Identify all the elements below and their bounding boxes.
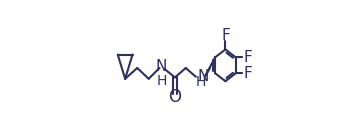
Text: N: N xyxy=(156,59,167,74)
Text: H: H xyxy=(195,75,206,89)
Text: O: O xyxy=(168,88,181,106)
Text: F: F xyxy=(243,66,252,81)
Text: H: H xyxy=(156,74,167,88)
Text: F: F xyxy=(221,28,230,44)
Text: N: N xyxy=(198,69,209,84)
Text: F: F xyxy=(243,50,252,65)
